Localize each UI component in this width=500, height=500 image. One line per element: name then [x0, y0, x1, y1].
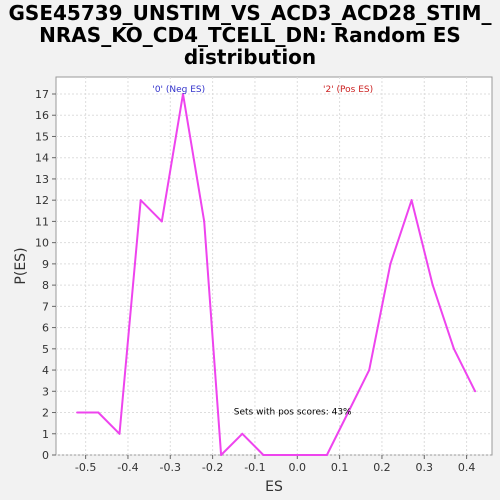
series-layer [76, 92, 477, 456]
data-point [181, 92, 184, 95]
x-tick-label: 0.2 [373, 461, 391, 474]
es-distribution-line [77, 93, 476, 456]
y-tick-label: 9 [42, 258, 49, 271]
plot-area [55, 76, 493, 456]
x-tick-label: -0.1 [244, 461, 265, 474]
data-point [241, 432, 244, 435]
data-point [452, 347, 455, 350]
y-tick-label: 1 [42, 428, 49, 441]
y-tick-label: 10 [35, 237, 49, 250]
y-tick-label: 2 [42, 407, 49, 420]
data-point [410, 199, 413, 202]
y-tick-label: 4 [42, 364, 49, 377]
chart-title-line-1: GSE45739_UNSTIM_VS_ACD3_ACD28_STIM_ [8, 1, 492, 25]
data-point [76, 411, 79, 414]
data-point [368, 369, 371, 372]
data-point [220, 454, 223, 456]
y-tick-label: 0 [42, 449, 49, 462]
y-tick-label: 3 [42, 385, 49, 398]
x-tick-label: -0.4 [117, 461, 138, 474]
chart-title-line-3: distribution [183, 45, 317, 69]
chart-title-line-2: NRAS_KO_CD4_TCELL_DN: Random ES [39, 23, 461, 47]
x-tick-label: -0.2 [202, 461, 223, 474]
data-point [283, 454, 286, 456]
data-point [347, 411, 350, 414]
data-point [389, 262, 392, 265]
x-axis-title: ES [265, 479, 283, 495]
x-tick-label: -0.3 [160, 461, 181, 474]
data-point [474, 390, 477, 393]
x-tick-label: 0.4 [458, 461, 476, 474]
y-tick-label: 12 [35, 194, 49, 207]
data-point [431, 284, 434, 287]
pos-es-label: '2' (Pos ES) [323, 85, 373, 95]
y-tick-label: 16 [35, 109, 49, 122]
pos-scores-annotation: Sets with pos scores: 43% [234, 408, 352, 418]
y-tick-label: 11 [35, 215, 49, 228]
neg-es-label: '0' (Neg ES) [152, 85, 205, 95]
data-point [118, 432, 121, 435]
y-axis-title: P(ES) [13, 247, 29, 284]
data-point [160, 220, 163, 223]
data-point [304, 454, 307, 456]
grid [56, 77, 492, 456]
chart-title: GSE45739_UNSTIM_VS_ACD3_ACD28_STIM_ NRAS… [0, 2, 500, 68]
x-tick-label: -0.5 [75, 461, 96, 474]
data-point [325, 454, 328, 456]
data-point [139, 199, 142, 202]
y-tick-label: 17 [35, 88, 49, 101]
y-tick-label: 5 [42, 343, 49, 356]
data-point [262, 454, 265, 456]
x-tick-label: 0.1 [331, 461, 349, 474]
y-tick-label: 14 [35, 152, 49, 165]
x-tick-label: 0.3 [416, 461, 434, 474]
y-tick-label: 6 [42, 322, 49, 335]
data-point [203, 220, 206, 223]
y-tick-label: 15 [35, 130, 49, 143]
data-point [97, 411, 100, 414]
y-tick-label: 13 [35, 173, 49, 186]
y-tick-label: 7 [42, 300, 49, 313]
y-tick-label: 8 [42, 279, 49, 292]
x-tick-label: 0.0 [289, 461, 307, 474]
